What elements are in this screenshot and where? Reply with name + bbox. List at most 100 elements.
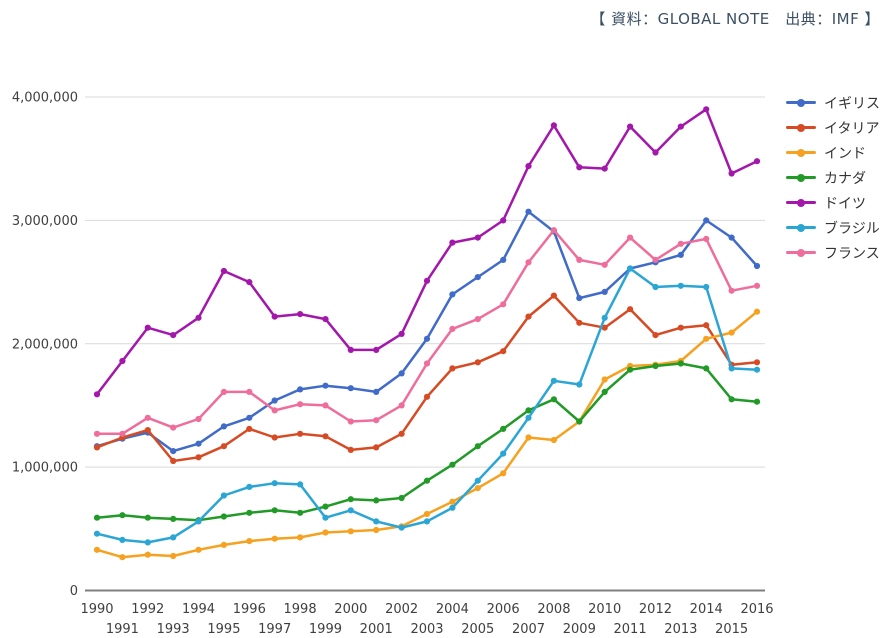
x-axis-tick-label: 1990 <box>80 602 113 617</box>
series-line-canada <box>95 362 759 522</box>
data-point-france <box>271 407 278 414</box>
data-point-uk <box>677 251 684 258</box>
legend-item-canada[interactable]: カナダ <box>786 165 884 190</box>
x-axis-tick-label: 2008 <box>537 602 570 617</box>
legend-label: カナダ <box>824 170 866 187</box>
data-point-brazil <box>271 480 278 487</box>
x-axis-tick-label: 1996 <box>233 602 266 617</box>
legend-item-india[interactable]: インド <box>786 140 884 165</box>
legend-marker-dot <box>797 123 805 132</box>
data-point-germany <box>474 234 481 241</box>
legend-label: イギリス <box>824 95 880 112</box>
data-point-italy <box>500 348 507 355</box>
legend-marker-line <box>786 123 816 132</box>
data-point-germany <box>322 316 329 323</box>
data-point-germany <box>703 106 710 113</box>
data-point-italy <box>474 359 481 366</box>
data-point-italy <box>170 457 177 465</box>
legend-item-italy[interactable]: イタリア <box>786 115 884 140</box>
legend-item-france[interactable]: フランス <box>786 240 884 265</box>
legend: イギリスイタリアインドカナダドイツ ブラジルフランス <box>786 90 884 265</box>
legend-label: インド <box>824 145 866 162</box>
data-point-india <box>423 510 431 518</box>
data-point-india <box>474 485 481 492</box>
data-point-brazil <box>652 283 659 291</box>
data-point-india <box>195 546 202 553</box>
data-point-brazil <box>500 450 507 457</box>
x-axis-tick-label: 2012 <box>639 602 672 617</box>
data-point-india <box>550 436 558 444</box>
legend-item-brazil[interactable]: ブラジル <box>786 215 884 240</box>
data-point-uk <box>423 335 431 342</box>
legend-marker-dot <box>797 223 805 232</box>
data-point-uk <box>398 370 405 377</box>
data-point-france <box>753 282 761 289</box>
data-point-brazil <box>728 365 735 372</box>
data-point-italy <box>677 324 684 331</box>
data-point-france <box>246 388 253 395</box>
data-point-brazil <box>119 536 126 544</box>
data-point-canada <box>677 360 684 367</box>
data-point-uk <box>271 397 278 404</box>
data-point-brazil <box>601 314 608 321</box>
data-point-uk <box>322 382 329 389</box>
legend-marker-line <box>786 173 816 182</box>
x-axis-tick-label: 2000 <box>334 602 367 617</box>
data-point-france <box>677 240 684 247</box>
data-point-france <box>119 430 126 437</box>
y-axis-tick-label: 0 <box>70 584 78 599</box>
data-point-india <box>703 335 710 342</box>
data-point-canada <box>500 425 507 432</box>
data-point-brazil <box>93 530 101 537</box>
data-point-brazil <box>144 539 151 546</box>
data-point-germany <box>220 267 227 275</box>
data-point-uk <box>220 423 227 430</box>
data-point-france <box>347 418 354 425</box>
data-point-brazil <box>474 477 481 484</box>
data-point-india <box>373 526 380 534</box>
legend-label: フランス <box>824 245 880 262</box>
data-point-france <box>373 417 380 424</box>
data-point-canada <box>297 509 304 516</box>
data-point-brazil <box>677 282 684 289</box>
data-point-india <box>322 529 329 536</box>
data-point-italy <box>246 425 253 432</box>
data-point-italy <box>550 292 558 299</box>
data-point-canada <box>525 407 532 414</box>
data-point-uk <box>373 388 380 395</box>
data-point-italy <box>347 446 354 453</box>
data-point-india <box>119 554 126 561</box>
data-point-uk <box>576 295 583 302</box>
legend-item-germany[interactable]: ドイツ <box>786 190 884 215</box>
data-point-uk <box>347 385 354 392</box>
data-point-italy <box>144 427 151 434</box>
data-point-france <box>144 414 151 421</box>
x-axis-tick-label: 2009 <box>563 622 596 637</box>
data-point-canada <box>220 513 227 520</box>
data-point-germany <box>550 122 558 129</box>
data-point-brazil <box>246 483 253 490</box>
data-point-uk <box>474 274 481 281</box>
data-point-brazil <box>195 518 202 525</box>
data-point-brazil <box>627 265 634 272</box>
data-point-india <box>93 546 101 553</box>
source-label: 【 資料：GLOBAL NOTE 出典：IMF 】 <box>590 10 880 28</box>
x-axis-tick-label: 2014 <box>690 602 723 617</box>
series-line-brazil <box>95 267 759 544</box>
data-point-canada <box>728 396 735 403</box>
data-point-uk <box>170 448 177 455</box>
data-point-canada <box>449 461 456 468</box>
data-point-india <box>271 535 278 542</box>
data-point-italy <box>576 319 583 326</box>
data-point-canada <box>322 503 329 510</box>
data-point-france <box>398 402 405 409</box>
data-point-uk <box>753 262 761 270</box>
x-axis-tick-label: 2015 <box>715 622 748 637</box>
legend-item-uk[interactable]: イギリス <box>786 90 884 115</box>
data-point-brazil <box>703 283 710 291</box>
data-point-brazil <box>322 514 329 521</box>
data-point-canada <box>601 388 608 395</box>
data-point-brazil <box>576 381 583 388</box>
legend-marker-line <box>786 98 816 107</box>
